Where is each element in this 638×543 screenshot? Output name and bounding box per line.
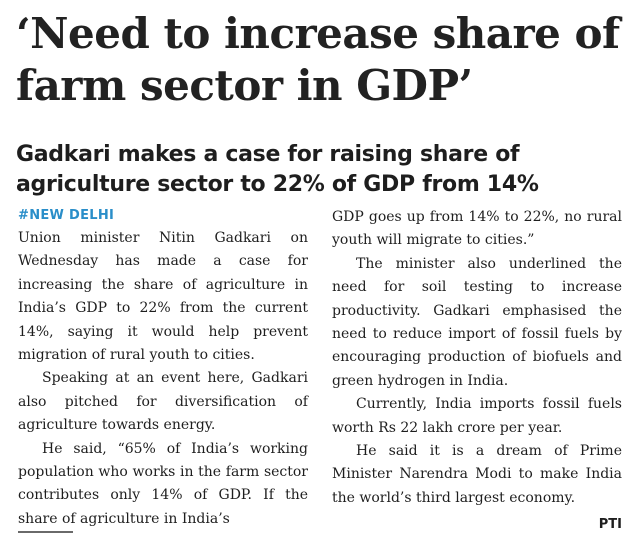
paragraph-quote-start: He said, “65% of India’s working populat… [18, 440, 308, 527]
column-right: GDP goes up from 14% to 22%, no rural yo… [332, 206, 622, 537]
paragraph-quote-end: GDP goes up from 14% to 22%, no rural yo… [332, 209, 622, 249]
bottom-rule [18, 531, 73, 533]
paragraph-modi-dream-text: He said it is a dream of Prime Minister … [332, 443, 622, 506]
article-body: #NEW DELHI Union minister Nitin Gadkari … [18, 206, 622, 537]
paragraph-soil-testing: The minister also underlined the need fo… [332, 255, 622, 389]
paragraph-intro: Union minister Nitin Gadkari on Wednesda… [18, 230, 308, 364]
subheadline: Gadkari makes a case for raising share o… [16, 142, 539, 197]
column-left: #NEW DELHI Union minister Nitin Gadkari … [18, 206, 308, 537]
paragraph-imports: Currently, India imports fossil fuels wo… [332, 396, 622, 436]
dateline: #NEW DELHI [18, 208, 115, 223]
headline: ‘Need to increase share of farm sector i… [16, 9, 620, 110]
paragraph-diversification: Speaking at an event here, Gadkari also … [18, 370, 308, 434]
paragraph-modi-dream: He said it is a dream of Prime Minister … [332, 440, 622, 532]
agency-credit: PTI [598, 517, 622, 533]
